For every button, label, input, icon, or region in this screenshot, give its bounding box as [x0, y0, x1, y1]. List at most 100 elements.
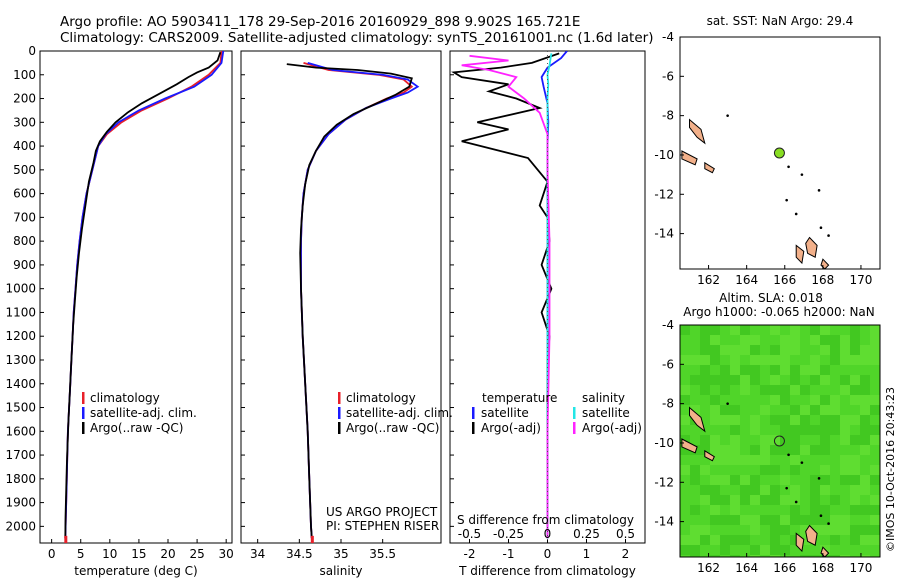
sla-cell: [720, 485, 730, 495]
sla-cell: [710, 365, 720, 375]
sla-cell: [760, 425, 770, 435]
sla-cell: [750, 475, 760, 485]
sla-cell: [800, 525, 810, 535]
sla-cell: [730, 555, 740, 557]
sla-cell: [850, 335, 860, 345]
sla-cell: [730, 405, 740, 415]
sla-cell: [710, 345, 720, 355]
sla-cell: [790, 535, 800, 545]
sla-cell: [720, 545, 730, 555]
sla-cell: [690, 475, 700, 485]
sla-cell: [840, 445, 850, 455]
sla-cell: [830, 375, 840, 385]
sla-cell: [720, 465, 730, 475]
temperature-series-line: [64, 51, 222, 539]
sla-cell: [810, 355, 820, 365]
sla-cell: [870, 415, 880, 425]
sst-map-panel: -4 -6 -8 -10 -12 -14 162 164 166 168 170 sat. SST: …: [654, 14, 881, 287]
sla-cell: [690, 365, 700, 375]
sla-cell: [850, 325, 860, 335]
sla-cell: [710, 395, 720, 405]
sla-cell: [860, 535, 870, 545]
sla-cell: [700, 505, 710, 515]
sla-cell: [800, 535, 810, 545]
sla-cell: [870, 455, 880, 465]
island-landmass: [681, 150, 698, 166]
salinity-diff-axis-label: S difference from climatology: [457, 513, 634, 527]
sla-cell: [690, 335, 700, 345]
sla-cell: [870, 375, 880, 385]
legend-swatch: [82, 392, 85, 404]
sla-cell: [780, 395, 790, 405]
sla-cell: [870, 335, 880, 345]
small-island: [787, 453, 790, 457]
depth-tick-label: 300: [13, 115, 36, 129]
sla-map-subtitle: Argo h1000: -0.065 h2000: NaN: [683, 305, 875, 319]
sla-cell: [700, 415, 710, 425]
sla-cell: [800, 355, 810, 365]
sla-cell: [800, 515, 810, 525]
temperature-xtick-label: 5: [77, 547, 85, 561]
climatology-subtitle: Climatology: CARS2009. Satellite-adjuste…: [60, 30, 654, 46]
difference-xtick-label: -2: [464, 547, 476, 561]
sla-cell: [810, 365, 820, 375]
small-island: [794, 212, 798, 216]
sla-cell: [800, 335, 810, 345]
temperature-frame: [39, 50, 233, 544]
sla-cell: [740, 545, 750, 555]
difference-panel: -2 -1 0 1 2 T difference from climatology -0.5…: [449, 50, 646, 578]
sla-map-lon-label: 166: [773, 561, 796, 575]
salinity-series-line: [286, 63, 413, 539]
sla-cell: [820, 365, 830, 375]
sla-cell: [720, 455, 730, 465]
legend-label: Argo(-adj): [582, 421, 642, 435]
sla-cell: [850, 345, 860, 355]
sla-cell: [720, 335, 730, 345]
sla-cell: [770, 455, 780, 465]
sla-cell: [840, 325, 850, 335]
sla-cell: [810, 455, 820, 465]
sla-cell: [770, 535, 780, 545]
sla-cell: [810, 485, 820, 495]
pi-annotation: PI: STEPHEN RISER: [326, 519, 439, 533]
sla-cell: [840, 355, 850, 365]
sla-cell: [800, 545, 810, 555]
sla-cell: [820, 475, 830, 485]
sla-cell: [830, 465, 840, 475]
sla-cell: [730, 355, 740, 365]
sla-cell: [740, 475, 750, 485]
sla-cell: [700, 455, 710, 465]
sla-cell: [680, 365, 690, 375]
sla-cell: [790, 345, 800, 355]
sla-cell: [780, 375, 790, 385]
sla-cell: [870, 435, 880, 445]
sla-cell: [750, 425, 760, 435]
sla-cell: [790, 495, 800, 505]
sla-cell: [700, 555, 710, 557]
sla-cell: [690, 405, 700, 415]
sla-cell: [710, 465, 720, 475]
legend-swatch: [573, 422, 576, 434]
sla-cell: [870, 485, 880, 495]
sla-cell: [780, 405, 790, 415]
legend-label: satellite: [582, 406, 630, 420]
sla-cell: [860, 465, 870, 475]
profile-title: Argo profile: AO 5903411_178 29-Sep-2016…: [60, 14, 581, 30]
legend-title-temperature: temperature: [482, 391, 557, 405]
sla-cell: [740, 505, 750, 515]
sla-cell: [800, 555, 810, 557]
sla-cell: [870, 355, 880, 365]
sla-cell: [780, 535, 790, 545]
difference-x-axis-label: T difference from climatology: [458, 564, 636, 578]
sla-cell: [750, 535, 760, 545]
sla-cell: [820, 415, 830, 425]
sla-cell: [850, 435, 860, 445]
sla-cell: [830, 545, 840, 555]
depth-tick-label: 400: [13, 139, 36, 153]
sla-cell: [760, 415, 770, 425]
salinity-diff-tick-label: -0.25: [493, 527, 524, 541]
small-island: [800, 461, 804, 464]
sla-cell: [770, 325, 780, 335]
sla-cell: [810, 345, 820, 355]
small-island: [785, 486, 788, 490]
